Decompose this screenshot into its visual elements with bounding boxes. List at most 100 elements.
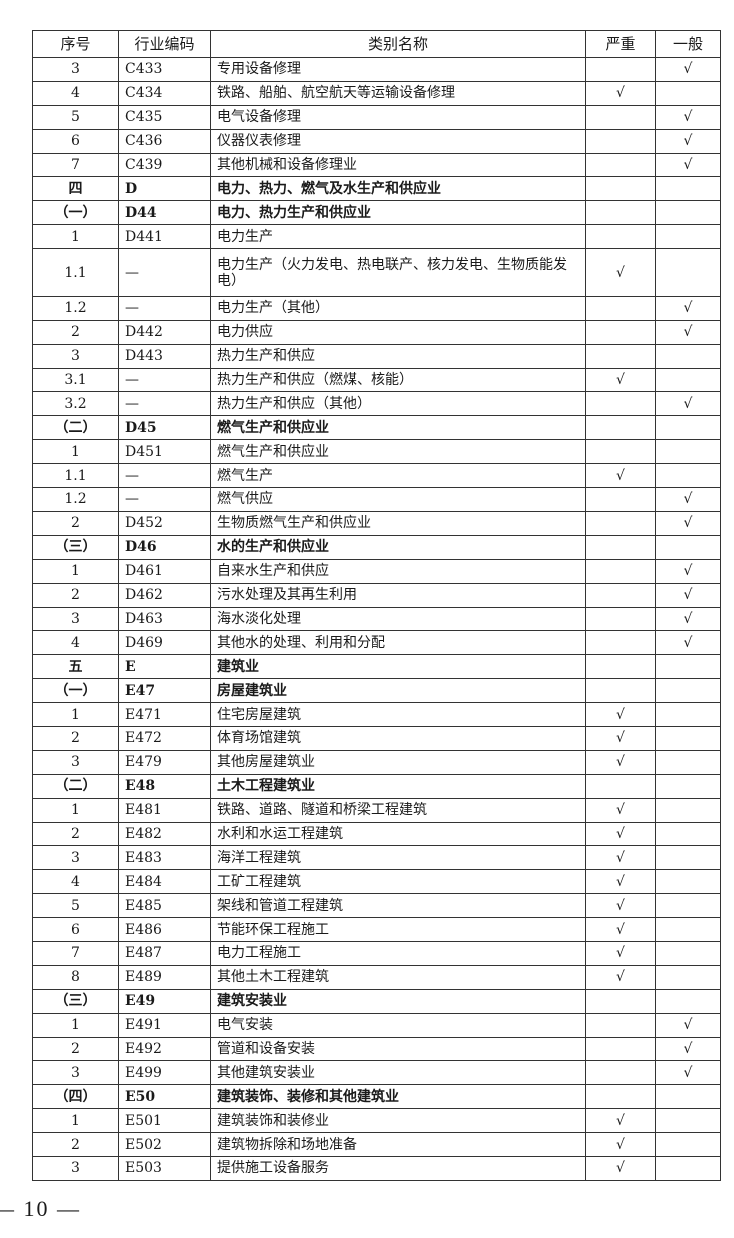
table-row: 2 D442 电力供应 √ <box>32 319 721 345</box>
general-cell <box>655 749 721 775</box>
severe-cell <box>585 439 656 465</box>
name-cell: 体育场馆建筑 <box>210 725 586 751</box>
name-cell: 专用设备修理 <box>210 57 586 82</box>
name-cell: 电气安装 <box>210 1012 586 1038</box>
code-cell: D443 <box>118 343 211 369</box>
code-cell: — <box>118 391 211 417</box>
code-cell: — <box>118 295 211 321</box>
code-cell: E487 <box>118 940 211 966</box>
severe-cell: √ <box>585 917 656 942</box>
severe-cell: √ <box>585 80 656 106</box>
seq-cell: 3 <box>32 57 119 82</box>
general-cell <box>655 343 721 369</box>
seq-cell: 3.1 <box>32 367 119 393</box>
header-severe: 严重 <box>585 30 656 58</box>
general-cell: √ <box>655 582 721 608</box>
table-row: 4 D469 其他水的处理、利用和分配 √ <box>32 630 721 656</box>
name-cell: 燃气生产 <box>210 463 586 489</box>
severe-cell <box>585 773 656 799</box>
severe-cell: √ <box>585 821 656 847</box>
code-cell: E483 <box>118 845 211 871</box>
seq-cell: （三） <box>32 534 119 560</box>
table-row: 5 E485 架线和管道工程建筑 √ <box>32 893 721 919</box>
seq-cell: 7 <box>32 152 119 178</box>
table-row: 1 D441 电力生产 <box>32 224 721 250</box>
seq-cell: 1.1 <box>32 463 119 489</box>
seq-cell: 1.2 <box>32 295 119 321</box>
code-cell: D462 <box>118 582 211 608</box>
general-cell: √ <box>655 1060 721 1086</box>
table-row: （二） D45 燃气生产和供应业 <box>32 415 721 441</box>
name-cell: 电力供应 <box>210 319 586 345</box>
general-cell <box>655 821 721 847</box>
code-cell: D44 <box>118 200 211 226</box>
general-cell <box>655 797 721 823</box>
seq-cell: 4 <box>32 80 119 106</box>
name-cell: 生物质燃气生产和供应业 <box>210 510 586 536</box>
code-cell: D461 <box>118 558 211 584</box>
general-cell <box>655 702 721 727</box>
name-cell: 建筑安装业 <box>210 988 586 1014</box>
severe-cell <box>585 391 656 417</box>
general-cell: √ <box>655 57 721 82</box>
general-cell: √ <box>655 1012 721 1038</box>
name-cell: 电力生产 <box>210 224 586 250</box>
severe-cell <box>585 534 656 560</box>
name-cell: 住宅房屋建筑 <box>210 702 586 727</box>
general-cell: √ <box>655 630 721 656</box>
severe-cell: √ <box>585 797 656 823</box>
seq-cell: 8 <box>32 964 119 990</box>
seq-cell: （一） <box>32 678 119 704</box>
table-row: （四） E50 建筑装饰、装修和其他建筑业 <box>32 1084 721 1110</box>
seq-cell: 四 <box>32 176 119 202</box>
name-cell: 自来水生产和供应 <box>210 558 586 584</box>
general-cell: √ <box>655 510 721 536</box>
table-row: 1.1— 燃气生产 √ <box>32 463 721 489</box>
severe-cell <box>585 152 656 178</box>
code-cell: E491 <box>118 1012 211 1038</box>
table-row: 1 E501 建筑装饰和装修业 √ <box>32 1108 721 1134</box>
code-cell: E502 <box>118 1132 211 1157</box>
severe-cell: √ <box>585 940 656 966</box>
severe-cell <box>585 988 656 1014</box>
general-cell: √ <box>655 606 721 632</box>
severe-cell <box>585 487 656 512</box>
seq-cell: 2 <box>32 582 119 608</box>
name-cell: 电力生产（火力发电、热电联产、核力发电、生物质能发电） <box>210 248 586 297</box>
code-cell: D463 <box>118 606 211 632</box>
name-cell: 燃气供应 <box>210 487 586 512</box>
name-cell: 其他机械和设备修理业 <box>210 152 586 178</box>
general-cell <box>655 940 721 966</box>
severe-cell <box>585 343 656 369</box>
name-cell: 提供施工设备服务 <box>210 1155 586 1181</box>
code-cell: E472 <box>118 725 211 751</box>
header-name: 类别名称 <box>210 30 586 58</box>
name-cell: 海洋工程建筑 <box>210 845 586 871</box>
general-cell: √ <box>655 487 721 512</box>
name-cell: 其他水的处理、利用和分配 <box>210 630 586 656</box>
code-cell: — <box>118 463 211 489</box>
code-cell: E492 <box>118 1036 211 1062</box>
severe-cell: √ <box>585 749 656 775</box>
table-row: 3.2— 热力生产和供应（其他） √ <box>32 391 721 417</box>
severe-cell <box>585 415 656 441</box>
table-row: 6 C436 仪器仪表修理 √ <box>32 128 721 154</box>
seq-cell: 2 <box>32 1132 119 1157</box>
code-cell: D <box>118 176 211 202</box>
general-cell <box>655 725 721 751</box>
severe-cell <box>585 582 656 608</box>
code-cell: E485 <box>118 893 211 919</box>
seq-cell: 2 <box>32 1036 119 1062</box>
general-cell <box>655 176 721 202</box>
name-cell: 铁路、道路、隧道和桥梁工程建筑 <box>210 797 586 823</box>
general-cell <box>655 1155 721 1181</box>
seq-cell: 2 <box>32 510 119 536</box>
seq-cell: （二） <box>32 415 119 441</box>
code-cell: C435 <box>118 104 211 130</box>
table-row: 1.2— 电力生产（其他） √ <box>32 295 721 321</box>
severe-cell: √ <box>585 463 656 489</box>
table-row: 1 E471 住宅房屋建筑 √ <box>32 702 721 727</box>
seq-cell: 1.2 <box>32 487 119 512</box>
general-cell <box>655 534 721 560</box>
code-cell: E503 <box>118 1155 211 1181</box>
